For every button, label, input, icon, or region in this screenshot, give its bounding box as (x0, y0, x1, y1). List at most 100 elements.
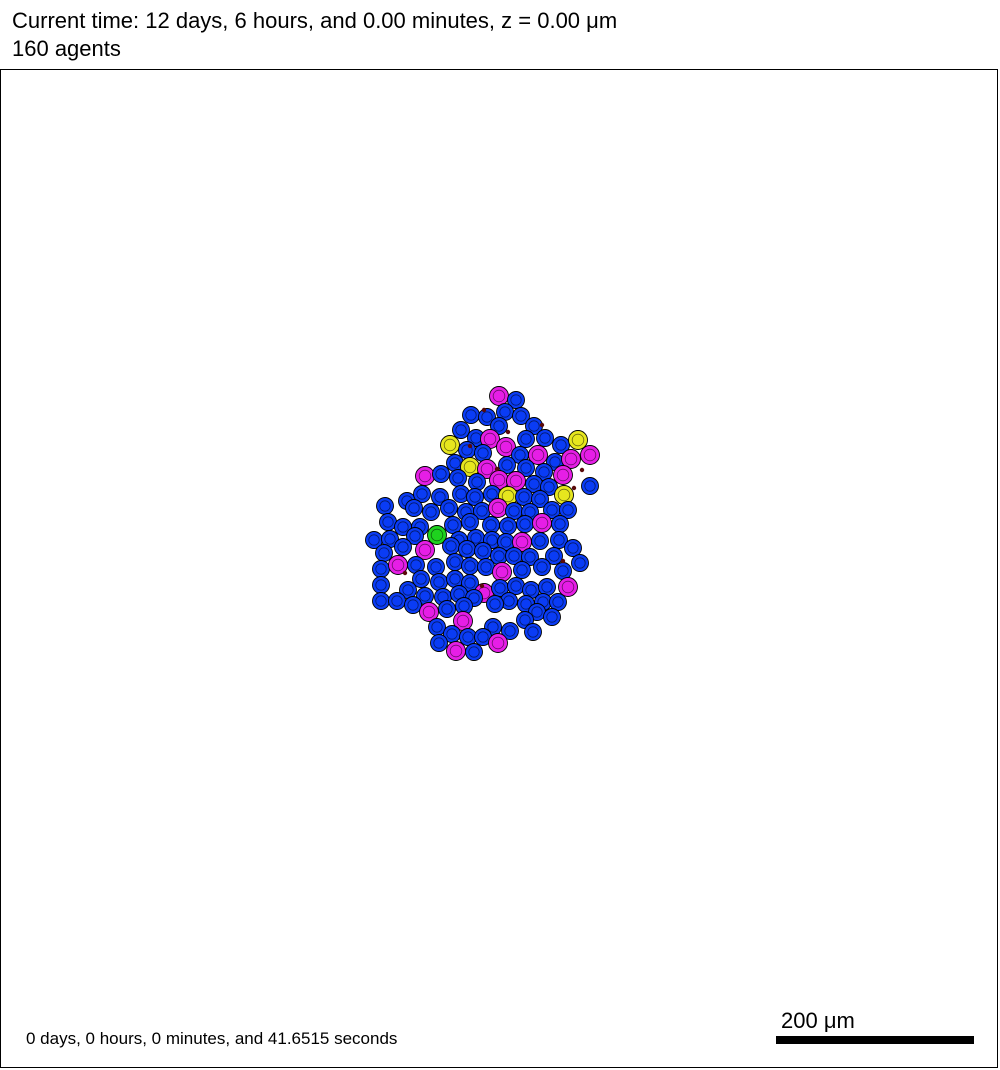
blue-cell (482, 516, 500, 534)
cell-nucleus (491, 501, 505, 515)
blue-cell (559, 501, 577, 519)
cell-nucleus (492, 473, 506, 487)
cell-nucleus (382, 516, 394, 528)
cell-nucleus (502, 520, 514, 532)
blue-cell (500, 592, 518, 610)
magenta-cell (580, 445, 600, 465)
cell-nucleus (489, 598, 501, 610)
cell-nucleus (470, 532, 482, 544)
cell-nucleus (449, 644, 463, 658)
cell-nucleus (531, 448, 545, 462)
blue-cell (372, 560, 390, 578)
cell-nucleus (494, 582, 506, 594)
cell-nucleus (515, 410, 527, 422)
blue-cell (525, 417, 543, 435)
cell-nucleus (527, 626, 539, 638)
cell-nucleus (557, 488, 571, 502)
blue-cell (564, 539, 582, 557)
cell-nucleus (483, 432, 497, 446)
cell-nucleus (546, 611, 558, 623)
cell-nucleus (368, 534, 380, 546)
blue-cell (442, 537, 460, 555)
blue-cell (543, 501, 561, 519)
debris-dot (479, 583, 485, 589)
cell-nucleus (534, 493, 546, 505)
blue-cell (531, 532, 549, 550)
blue-cell (498, 456, 516, 474)
blue-cell (430, 573, 448, 591)
debris-dot (579, 467, 585, 473)
blue-cell (461, 513, 479, 531)
blue-cell (376, 497, 394, 515)
cell-nucleus (465, 409, 477, 421)
debris-dot (481, 407, 487, 413)
blue-cell (474, 628, 492, 646)
cell-nucleus (535, 516, 549, 530)
cell-nucleus (510, 580, 522, 592)
cell-nucleus (520, 462, 532, 474)
agent-count-label: 160 agents (12, 36, 121, 61)
magenta-cell (488, 633, 508, 653)
magenta-cell (558, 577, 578, 597)
blue-cell (379, 513, 397, 531)
cell-nucleus (416, 488, 428, 500)
blue-cell (365, 531, 383, 549)
magenta-cell (528, 445, 548, 465)
blue-cell (422, 503, 440, 521)
cell-nucleus (567, 542, 579, 554)
blue-cell (551, 515, 569, 533)
cell-nucleus (519, 614, 531, 626)
cell-nucleus (553, 534, 565, 546)
cell-nucleus (449, 457, 461, 469)
blue-cell (552, 436, 570, 454)
green-cell (427, 525, 447, 545)
cell-nucleus (418, 543, 432, 557)
cell-nucleus (425, 506, 437, 518)
cell-nucleus (539, 432, 551, 444)
cell-nucleus (471, 476, 483, 488)
magenta-cell (489, 386, 509, 406)
cell-nucleus (528, 478, 540, 490)
cell-nucleus (486, 534, 498, 546)
cell-nucleus (520, 433, 532, 445)
blue-cell (428, 618, 446, 636)
cell-nucleus (549, 456, 561, 468)
cell-nucleus (583, 448, 597, 462)
cell-nucleus (422, 605, 436, 619)
cell-nucleus (480, 561, 492, 573)
blue-cell (430, 634, 448, 652)
blue-cell (458, 441, 476, 459)
blue-cell (491, 579, 509, 597)
cell-nucleus (464, 577, 476, 589)
blue-cell (461, 557, 479, 575)
cell-nucleus (556, 468, 570, 482)
blue-cell (381, 530, 399, 548)
cell-nucleus (379, 500, 391, 512)
magenta-cell (506, 471, 526, 491)
cell-nucleus (378, 547, 390, 559)
debris-dot (571, 485, 577, 491)
debris-dot (560, 558, 566, 564)
cell-nucleus (477, 545, 489, 557)
blue-cell (533, 558, 551, 576)
magenta-cell (489, 470, 509, 490)
magenta-cell (492, 562, 512, 582)
cell-nucleus (409, 530, 421, 542)
blue-cell (477, 558, 495, 576)
blue-cell (545, 547, 563, 565)
blue-cell (524, 623, 542, 641)
cell-nucleus (481, 411, 493, 423)
cell-nucleus (443, 438, 457, 452)
blue-cell (497, 533, 515, 551)
cell-nucleus (431, 621, 443, 633)
cell-nucleus (449, 556, 461, 568)
cell-nucleus (452, 472, 464, 484)
cell-nucleus (469, 491, 481, 503)
cell-nucleus (461, 543, 473, 555)
cell-nucleus (446, 628, 458, 640)
blue-cell (406, 527, 424, 545)
blue-cell (486, 595, 504, 613)
magenta-cell (488, 498, 508, 518)
cell-nucleus (548, 550, 560, 562)
scale-bar (776, 1036, 974, 1044)
